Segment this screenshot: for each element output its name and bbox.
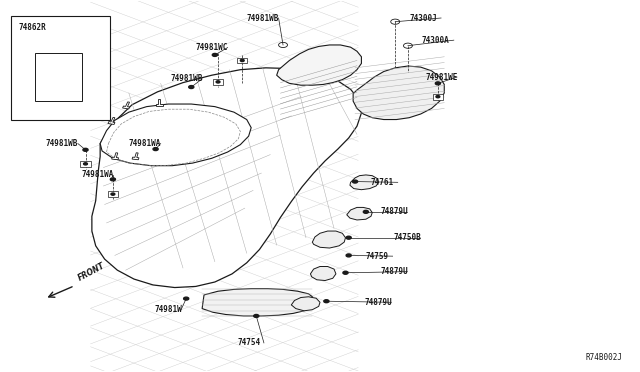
Bar	[11, 16, 109, 119]
Polygon shape	[156, 99, 163, 106]
Circle shape	[184, 297, 189, 300]
Polygon shape	[132, 153, 139, 160]
Bar	[81, 161, 91, 167]
Polygon shape	[291, 297, 320, 311]
Text: R74B002J: R74B002J	[586, 353, 623, 362]
Polygon shape	[312, 231, 346, 248]
Bar	[108, 191, 118, 197]
Polygon shape	[350, 175, 379, 190]
Text: 74981WB: 74981WB	[246, 13, 279, 22]
Bar	[237, 58, 247, 63]
Circle shape	[343, 271, 348, 274]
Circle shape	[346, 236, 351, 239]
Circle shape	[111, 193, 115, 195]
Text: FRONT: FRONT	[77, 261, 107, 283]
Circle shape	[253, 314, 259, 317]
Circle shape	[110, 178, 115, 181]
Polygon shape	[202, 289, 312, 316]
Circle shape	[346, 254, 351, 257]
Circle shape	[435, 82, 440, 85]
Text: 74759: 74759	[366, 251, 389, 261]
Circle shape	[353, 180, 358, 183]
Text: 74981WB: 74981WB	[170, 74, 203, 83]
Text: 74862R: 74862R	[19, 23, 46, 32]
Polygon shape	[100, 104, 251, 166]
Text: 74300J: 74300J	[409, 13, 437, 22]
Bar	[433, 94, 443, 100]
Bar	[213, 79, 223, 85]
Circle shape	[83, 148, 88, 151]
Polygon shape	[310, 266, 336, 280]
Polygon shape	[347, 208, 372, 220]
Text: 74750B: 74750B	[394, 233, 421, 242]
Polygon shape	[123, 102, 130, 109]
Circle shape	[436, 96, 440, 98]
Text: 74754: 74754	[237, 339, 260, 347]
Text: 74981WC: 74981WC	[196, 43, 228, 52]
Text: 74981WA: 74981WA	[129, 139, 161, 148]
Text: 74300A: 74300A	[422, 36, 450, 45]
Text: 74879U: 74879U	[365, 298, 392, 307]
Polygon shape	[353, 66, 444, 119]
Circle shape	[212, 54, 218, 57]
Circle shape	[364, 211, 369, 213]
Text: 74879U: 74879U	[381, 267, 408, 276]
Polygon shape	[92, 68, 362, 288]
Text: 74981WE: 74981WE	[425, 73, 458, 81]
Polygon shape	[111, 153, 118, 160]
Circle shape	[84, 163, 88, 165]
Polygon shape	[276, 45, 362, 85]
Circle shape	[216, 81, 220, 83]
Circle shape	[324, 300, 329, 303]
Bar	[35, 53, 83, 101]
Polygon shape	[108, 118, 115, 125]
Circle shape	[189, 86, 194, 89]
Text: 74981WB: 74981WB	[46, 139, 78, 148]
Text: 74879U: 74879U	[381, 207, 408, 217]
Text: 74981WA: 74981WA	[81, 170, 113, 179]
Circle shape	[241, 60, 244, 62]
Circle shape	[153, 148, 158, 151]
Text: 74761: 74761	[371, 178, 394, 187]
Text: 74981W: 74981W	[154, 305, 182, 314]
